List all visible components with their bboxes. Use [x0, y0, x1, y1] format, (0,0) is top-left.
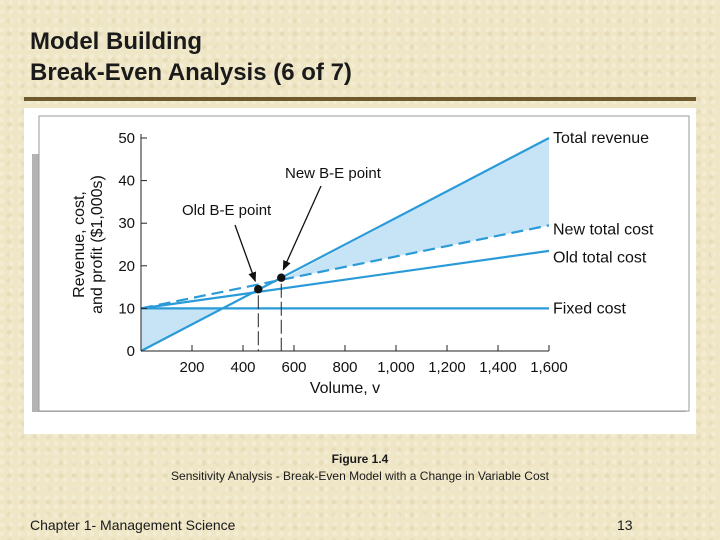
page-number: 13: [617, 517, 633, 533]
x-tick-label: 400: [230, 359, 255, 376]
old-be-point: [254, 285, 263, 294]
new-be-label: New B-E point: [285, 165, 382, 182]
y-tick-label: 50: [118, 130, 135, 147]
old-be-arrow: [234, 224, 257, 283]
title-divider: [24, 97, 696, 101]
figure-panel: 0 10 20 30 40 50 200 400 600 800 1,000 1,200 1,400 1,…: [24, 108, 696, 434]
x-axis-title: Volume, v: [310, 380, 380, 397]
y-tick-label: 10: [118, 300, 135, 317]
y-axis-title-line1: Revenue, cost,: [71, 191, 88, 298]
total-revenue-line: [140, 137, 550, 352]
label-fixed-cost: Fixed cost: [553, 300, 626, 317]
x-tick-label: 1,400: [479, 359, 517, 376]
x-tick-label: 1,200: [428, 359, 466, 376]
x-tick-label: 200: [179, 359, 204, 376]
old-be-label: Old B-E point: [182, 202, 272, 219]
x-tick-label: 1,600: [530, 359, 568, 376]
break-even-chart: 0 10 20 30 40 50 200 400 600 800 1,000 1,200 1,400 1,…: [32, 115, 690, 412]
y-axis-title-line2: and profit ($1,000s): [89, 175, 106, 314]
figure-number: Figure 1.4: [331, 452, 389, 466]
slide-title-line2: Break-Even Analysis (6 of 7): [30, 59, 352, 86]
new-be-point: [277, 273, 286, 282]
new-be-arrow: [282, 185, 322, 271]
y-tick-label: 30: [118, 215, 135, 232]
slide-title: Model Building Break-Even Analysis (6 of…: [30, 26, 352, 88]
x-tick-label: 1,000: [377, 359, 415, 376]
label-old-total-cost: Old total cost: [553, 249, 647, 266]
label-new-total-cost: New total cost: [553, 222, 654, 239]
x-tick-label: 600: [281, 359, 306, 376]
y-tick-label: 20: [118, 258, 135, 275]
slide-title-line1: Model Building: [30, 28, 202, 55]
y-tick-label: 40: [118, 173, 135, 190]
figure-caption: Sensitivity Analysis - Break-Even Model …: [171, 469, 549, 483]
footer-chapter: Chapter 1- Management Science: [30, 517, 236, 533]
x-tick-label: 800: [332, 359, 357, 376]
y-tick-label: 0: [127, 343, 135, 360]
old-total-cost-line: [140, 249, 550, 310]
label-total-revenue: Total revenue: [553, 130, 649, 147]
new-total-cost-line: [140, 224, 550, 310]
